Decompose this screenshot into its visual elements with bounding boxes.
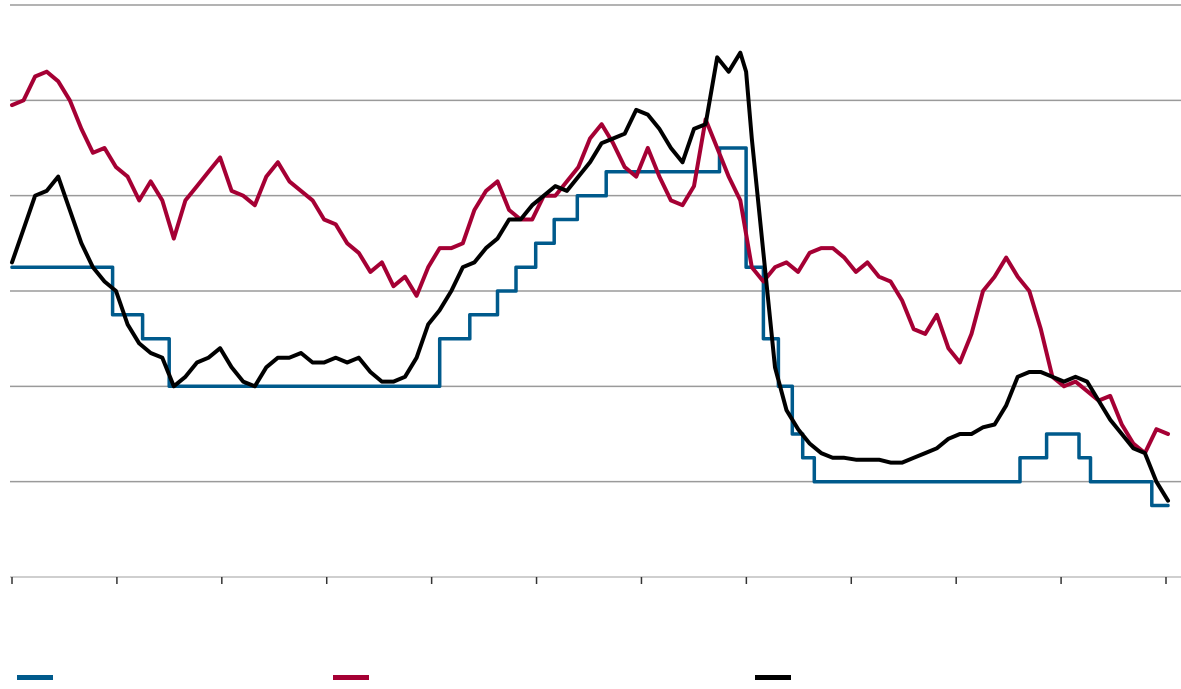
- series-group: [10, 50, 1170, 508]
- series-line-1: [10, 146, 1170, 508]
- legend-swatch-2: [333, 675, 369, 680]
- series-line-2: [10, 69, 1170, 456]
- x-axis: [10, 576, 1181, 584]
- series-line-3: [10, 50, 1170, 503]
- legend-swatch-3: [755, 675, 791, 680]
- legend-swatch-1: [17, 675, 53, 680]
